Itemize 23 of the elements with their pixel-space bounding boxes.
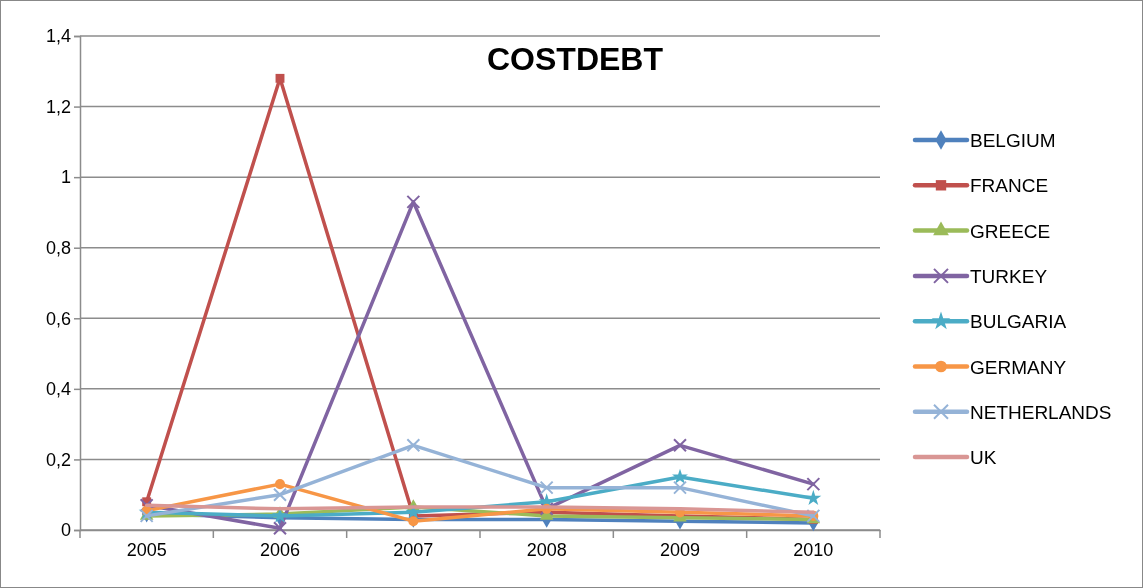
x-tick-label: 2005 <box>126 540 167 561</box>
legend-label: UK <box>970 447 997 469</box>
y-tick-label: 1 <box>60 167 71 188</box>
x-tick-label: 2007 <box>393 540 434 561</box>
x-tick-label: 2006 <box>259 540 301 561</box>
x-tick-label: 2009 <box>659 540 701 561</box>
legend-label: FRANCE <box>970 175 1049 197</box>
y-tick-label: 0 <box>60 520 71 541</box>
x-tick-label: 2010 <box>793 540 834 561</box>
y-tick-label: 0,4 <box>45 379 71 400</box>
x-tick-label: 2008 <box>526 540 567 561</box>
y-tick-label: 0,6 <box>45 308 71 329</box>
legend-label: BULGARIA <box>970 311 1067 333</box>
y-tick-label: 1,2 <box>45 96 71 117</box>
legend-label: TURKEY <box>970 265 1048 287</box>
chart-title: COSTDEBT <box>487 41 664 77</box>
legend-label: BELGIUM <box>970 130 1056 151</box>
y-tick-label: 0,2 <box>45 449 71 470</box>
legend-label: GERMANY <box>970 356 1067 378</box>
legend-label: GREECE <box>970 220 1051 242</box>
y-tick-label: 0,8 <box>45 237 71 258</box>
legend-label: NETHERLANDS <box>970 401 1112 423</box>
y-tick-label: 1,4 <box>45 26 71 47</box>
